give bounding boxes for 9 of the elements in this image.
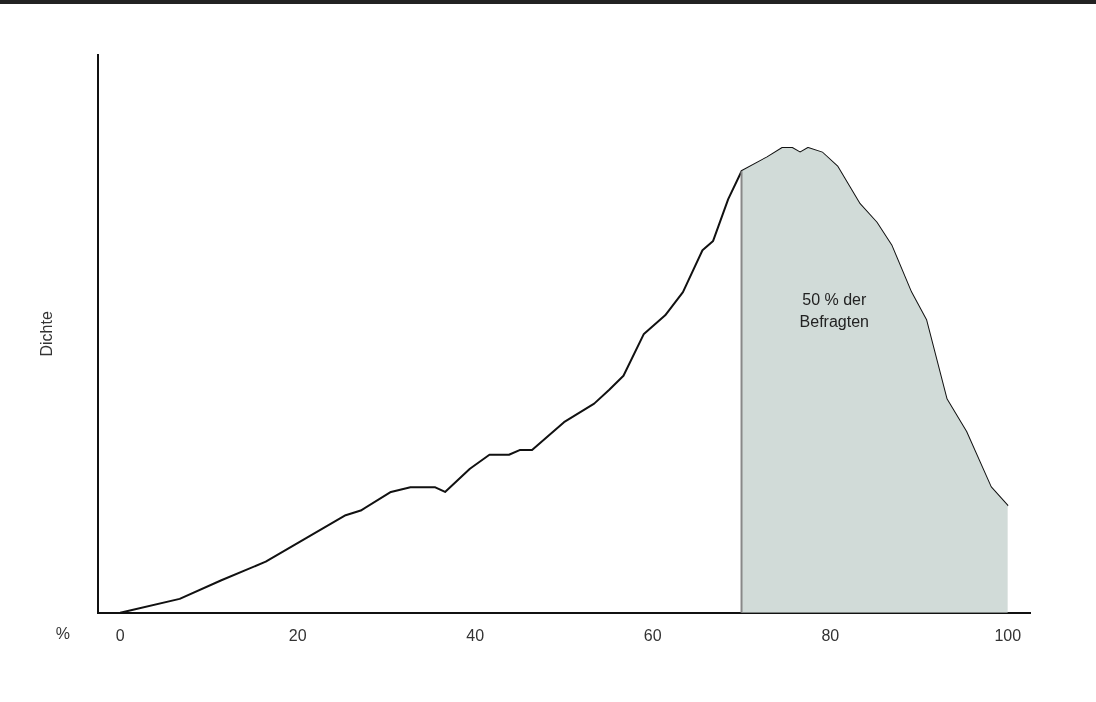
x-axis-title: % xyxy=(55,625,70,643)
y-axis-title: Dichte xyxy=(38,311,56,357)
x-tick-label: 80 xyxy=(821,626,840,644)
x-tick-label: 60 xyxy=(643,626,662,644)
x-tick-label: 0 xyxy=(115,626,125,644)
x-tick-label: 20 xyxy=(288,626,307,644)
x-tick-label: 40 xyxy=(466,626,485,644)
annotation: 50 % der Befragten xyxy=(799,290,869,330)
x-tick-label: 100 xyxy=(994,626,1022,644)
